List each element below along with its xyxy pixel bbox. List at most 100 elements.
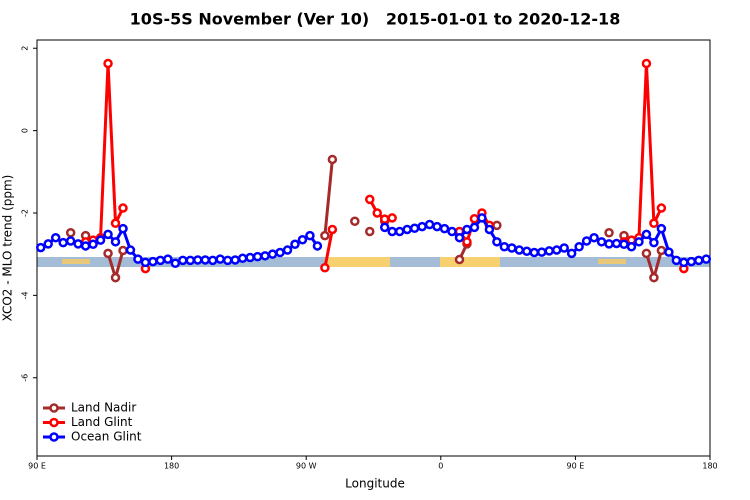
point (492, 237, 502, 247)
point (492, 220, 502, 231)
land-band (440, 257, 500, 267)
point (65, 228, 76, 238)
point (275, 247, 285, 258)
point (641, 229, 652, 240)
point (200, 255, 210, 265)
point (103, 58, 113, 69)
point (379, 214, 390, 224)
point (679, 257, 689, 268)
point (103, 229, 113, 240)
point (649, 272, 659, 283)
point (402, 224, 412, 235)
point (260, 251, 270, 261)
point (178, 255, 188, 266)
x-tick-label: 180 (164, 462, 179, 471)
point (462, 224, 472, 235)
point (379, 222, 390, 233)
point (110, 218, 121, 229)
point (454, 232, 465, 243)
point (641, 248, 652, 259)
point (170, 258, 181, 268)
point (133, 254, 143, 264)
point (140, 257, 151, 268)
point (439, 223, 450, 234)
point (656, 203, 667, 213)
legend-label: Land Nadir (71, 401, 136, 415)
point (103, 248, 113, 259)
y-tick-label: -4 (21, 291, 30, 299)
point (529, 247, 540, 258)
point (507, 243, 517, 253)
point (626, 242, 637, 252)
x-tick-label: 90 E (28, 462, 46, 471)
point (671, 255, 682, 266)
point (499, 242, 510, 252)
point (551, 245, 562, 255)
point (574, 242, 584, 252)
point (207, 255, 218, 266)
point (649, 237, 659, 248)
point (365, 226, 375, 237)
legend-label: Ocean Glint (71, 430, 142, 444)
point (409, 223, 420, 233)
point (282, 245, 293, 255)
point (230, 255, 240, 265)
point (43, 239, 53, 249)
point (537, 247, 547, 257)
point (641, 58, 652, 69)
point (118, 203, 128, 213)
point (193, 255, 203, 265)
point (65, 236, 76, 246)
point (604, 239, 614, 249)
land-band (325, 257, 390, 267)
point (477, 213, 487, 223)
point (694, 255, 704, 266)
point (447, 226, 457, 237)
point (148, 256, 158, 267)
point (110, 272, 121, 283)
point (469, 222, 480, 233)
point (215, 254, 225, 264)
point (649, 218, 659, 229)
point (701, 254, 712, 264)
point (320, 263, 330, 273)
y-tick-label: 2 (21, 46, 30, 51)
point (634, 237, 644, 247)
point (566, 248, 577, 259)
point (387, 226, 397, 237)
chart-title: 10S-5S November (Ver 10) 2015-01-01 to 2… (130, 10, 621, 29)
point (88, 239, 98, 250)
point (73, 239, 83, 249)
legend-label: Land Glint (71, 415, 133, 429)
point (118, 223, 128, 234)
y-tick-label: 0 (21, 128, 30, 133)
point (596, 237, 607, 247)
land-band (598, 259, 626, 264)
point (237, 253, 248, 264)
point (454, 254, 465, 265)
point (372, 208, 382, 218)
legend-marker (49, 403, 59, 413)
point (125, 245, 136, 255)
point (155, 255, 166, 266)
point (312, 241, 323, 251)
point (664, 247, 674, 257)
point (394, 226, 405, 237)
point (656, 223, 667, 234)
point (118, 245, 128, 256)
point (686, 256, 697, 267)
point (267, 249, 278, 259)
point (424, 219, 435, 230)
point (350, 216, 360, 226)
point (35, 242, 46, 253)
y-axis-label: XCO2 - MLO trend (ppm) (1, 175, 15, 322)
point (365, 194, 375, 205)
land-band (62, 259, 90, 264)
legend-marker (49, 432, 59, 442)
point (297, 235, 308, 245)
point (50, 232, 61, 243)
point (327, 154, 338, 165)
point (432, 221, 442, 232)
point (327, 224, 338, 235)
point (559, 243, 569, 253)
